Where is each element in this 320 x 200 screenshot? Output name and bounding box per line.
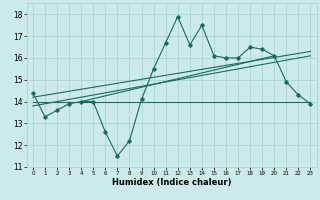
X-axis label: Humidex (Indice chaleur): Humidex (Indice chaleur) [112,178,231,187]
